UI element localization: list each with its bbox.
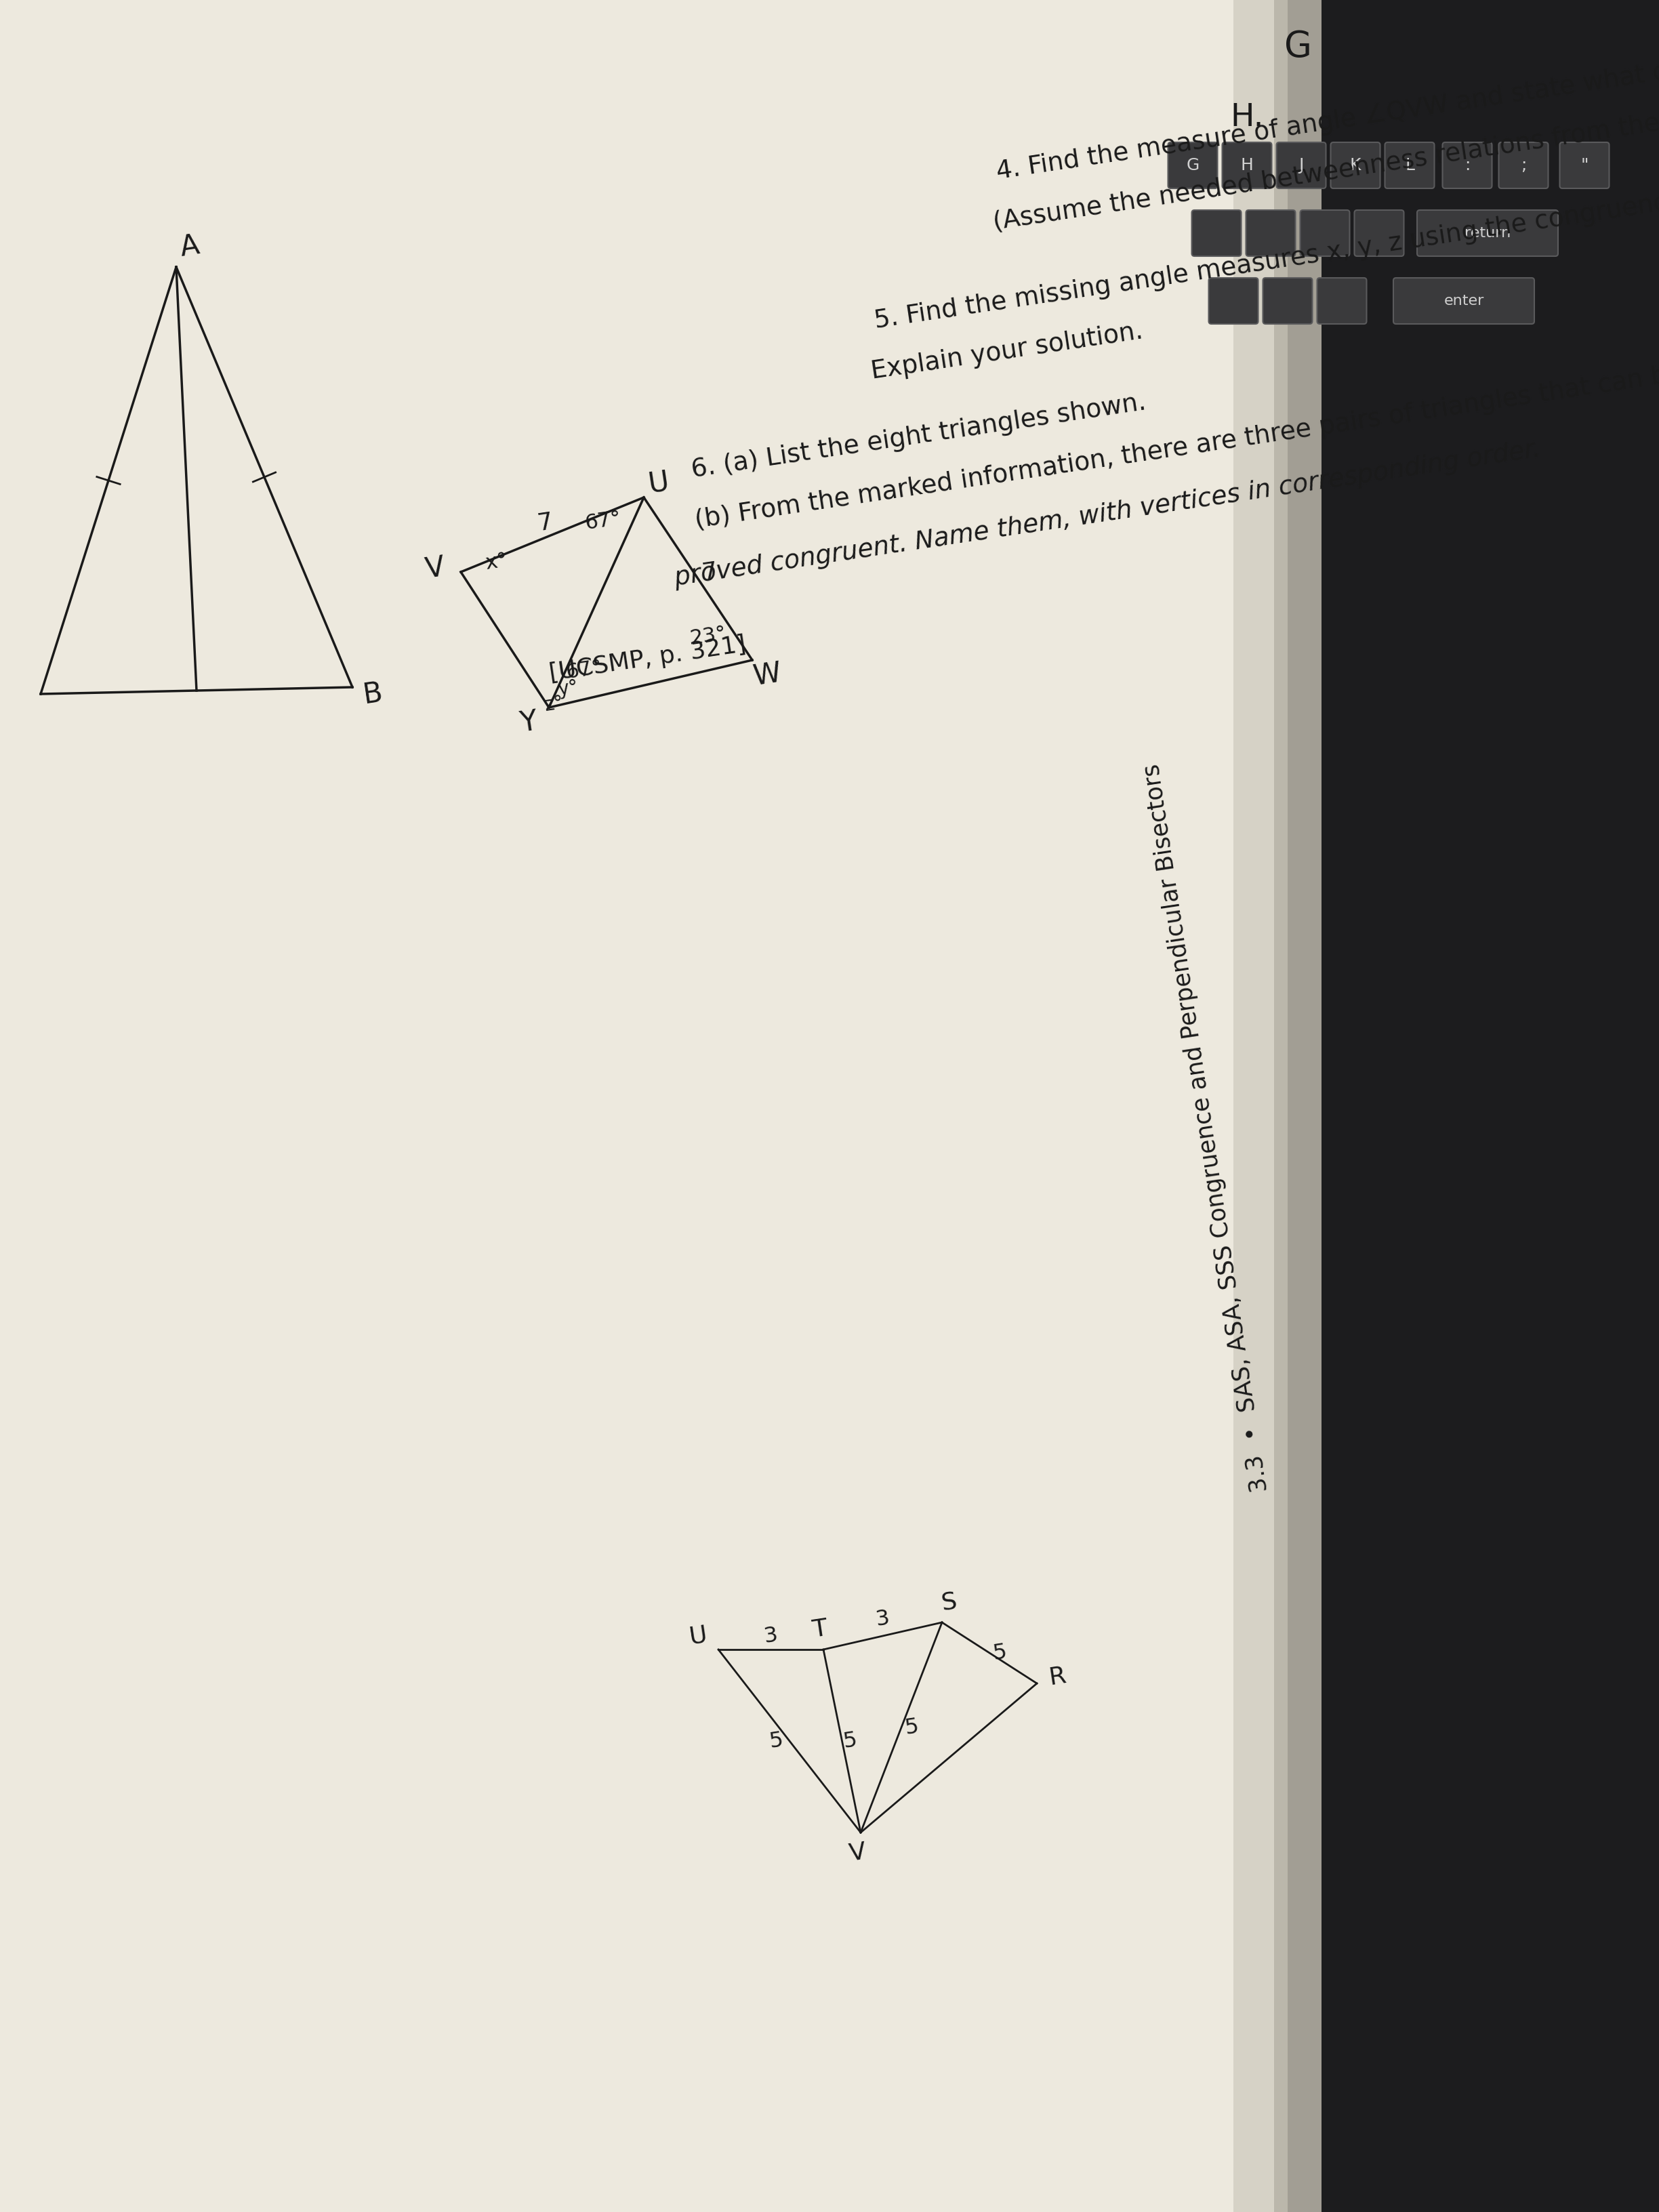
Text: R: R	[1047, 1663, 1067, 1690]
Text: 6. (a) List the eight triangles shown.: 6. (a) List the eight triangles shown.	[690, 389, 1148, 482]
FancyBboxPatch shape	[1262, 279, 1312, 323]
FancyBboxPatch shape	[1223, 142, 1272, 188]
Text: V: V	[423, 553, 446, 584]
Text: x°: x°	[483, 551, 509, 573]
Text: B: B	[362, 679, 385, 710]
Text: 5. Find the missing angle measures x, y, z using the congruence criteria of this: 5. Find the missing angle measures x, y,…	[873, 146, 1659, 334]
FancyBboxPatch shape	[1394, 279, 1535, 323]
Text: 5: 5	[990, 1641, 1009, 1663]
Text: 23°: 23°	[688, 624, 728, 648]
Polygon shape	[0, 0, 1287, 2212]
Text: T: T	[811, 1617, 830, 1641]
Text: 5: 5	[768, 1730, 785, 1752]
Text: G: G	[1284, 29, 1312, 64]
Text: proved congruent. Name them, with vertices in corresponding order.: proved congruent. Name them, with vertic…	[649, 438, 1541, 595]
FancyBboxPatch shape	[1276, 142, 1326, 188]
Text: :: :	[1465, 157, 1470, 173]
Text: J: J	[1299, 157, 1304, 173]
FancyBboxPatch shape	[1417, 210, 1558, 257]
Polygon shape	[1274, 0, 1322, 2212]
Text: H: H	[1241, 157, 1253, 173]
FancyBboxPatch shape	[1559, 142, 1609, 188]
Text: L: L	[1405, 157, 1415, 173]
Text: Explain your solution.: Explain your solution.	[846, 319, 1145, 387]
Text: A: A	[178, 232, 201, 263]
Text: 5: 5	[841, 1730, 859, 1752]
Text: z°: z°	[544, 692, 566, 714]
Text: 4. Find the measure of angle ∠QVW and state what congruence criterion you used.: 4. Find the measure of angle ∠QVW and st…	[994, 4, 1659, 184]
FancyBboxPatch shape	[1385, 142, 1435, 188]
Text: 5: 5	[902, 1717, 919, 1739]
Text: V: V	[848, 1840, 868, 1865]
FancyBboxPatch shape	[1442, 142, 1491, 188]
FancyBboxPatch shape	[1301, 210, 1350, 257]
FancyBboxPatch shape	[1331, 142, 1380, 188]
Text: ": "	[1581, 157, 1588, 173]
Text: [UCSMP, p. 321]: [UCSMP, p. 321]	[547, 633, 747, 686]
Polygon shape	[1085, 0, 1659, 2212]
FancyBboxPatch shape	[1168, 142, 1218, 188]
Text: K: K	[1350, 157, 1360, 173]
Text: 7: 7	[700, 560, 720, 584]
Text: U: U	[687, 1624, 708, 1648]
Text: (Assume the needed betweenness relations from the figure.): (Assume the needed betweenness relations…	[967, 97, 1659, 239]
Text: 3: 3	[763, 1624, 780, 1648]
FancyBboxPatch shape	[1209, 279, 1258, 323]
Text: return: return	[1465, 226, 1511, 239]
FancyBboxPatch shape	[1317, 279, 1367, 323]
Text: enter: enter	[1443, 294, 1483, 307]
Text: Y: Y	[518, 708, 539, 739]
Text: 3: 3	[874, 1608, 891, 1630]
Text: 67°: 67°	[584, 509, 622, 533]
FancyBboxPatch shape	[1498, 142, 1548, 188]
FancyBboxPatch shape	[1191, 210, 1241, 257]
Text: H.: H.	[1229, 102, 1264, 133]
Text: 7: 7	[536, 511, 556, 535]
Text: 3.3  •  SAS, ASA, SSS Congruence and Perpendicular Bisectors: 3.3 • SAS, ASA, SSS Congruence and Perpe…	[1140, 761, 1272, 1493]
Text: U: U	[647, 467, 670, 498]
Polygon shape	[1233, 0, 1322, 2212]
Text: G: G	[1186, 157, 1199, 173]
Text: y°: y°	[556, 677, 579, 699]
Text: W: W	[752, 659, 783, 690]
Text: (b) From the marked information, there are three pairs of triangles that can be: (b) From the marked information, there a…	[669, 361, 1659, 538]
Text: ;: ;	[1521, 157, 1526, 173]
FancyBboxPatch shape	[1246, 210, 1296, 257]
Text: S: S	[939, 1590, 959, 1615]
FancyBboxPatch shape	[1354, 210, 1404, 257]
Text: 67°: 67°	[564, 657, 604, 684]
